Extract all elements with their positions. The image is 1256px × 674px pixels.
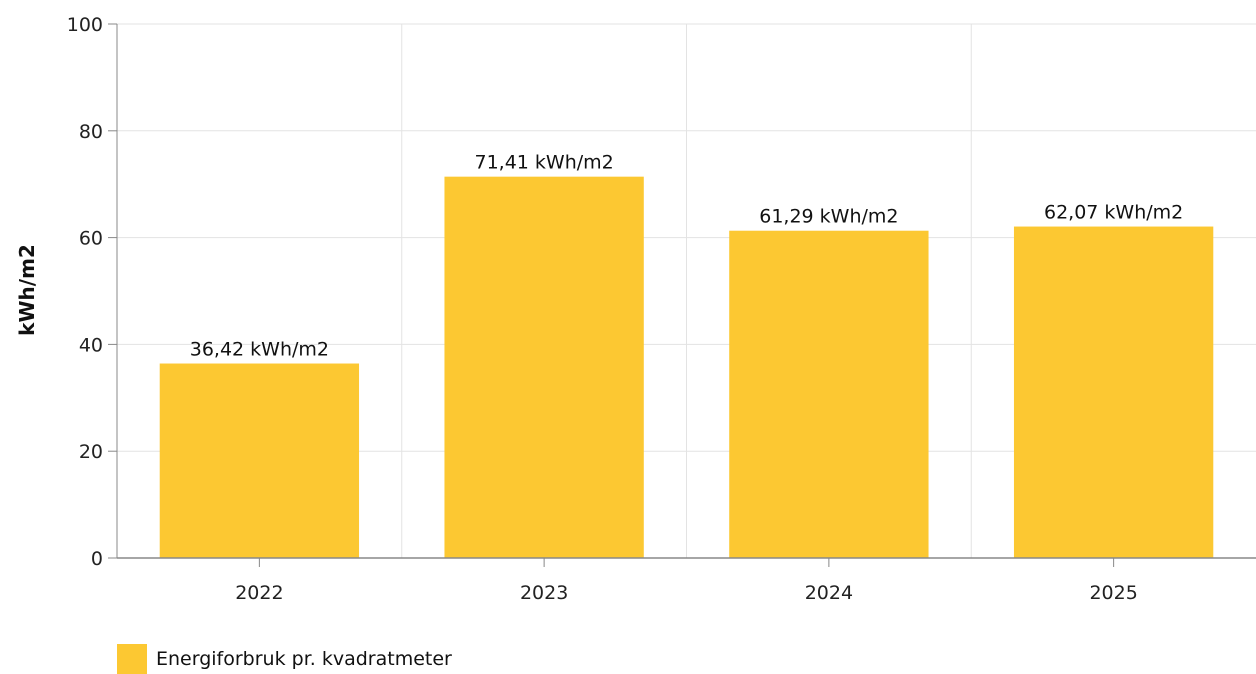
bar-2023[interactable] [444, 176, 644, 558]
bars [159, 176, 1214, 558]
y-tick-label: 40 [79, 334, 103, 356]
legend: Energiforbruk pr. kvadratmeter [117, 644, 452, 674]
data-label-2024: 61,29 kWh/m2 [759, 206, 898, 228]
data-label-2022: 36,42 kWh/m2 [190, 339, 329, 361]
axes [108, 23, 1256, 567]
data-label-2023: 71,41 kWh/m2 [474, 152, 613, 174]
legend-swatch [117, 644, 147, 674]
x-tick-label-2024: 2024 [805, 582, 853, 604]
y-tick-label: 80 [79, 121, 103, 143]
x-tick-label-2025: 2025 [1089, 582, 1137, 604]
y-tick-label: 100 [67, 14, 103, 36]
y-axis-title: kWh/m2 [15, 244, 39, 336]
bar-2024[interactable] [729, 230, 929, 558]
y-tick-label: 0 [91, 548, 103, 570]
y-tick-label: 20 [79, 441, 103, 463]
x-tick-label-2022: 2022 [235, 582, 283, 604]
y-tick-label: 60 [79, 228, 103, 250]
labels: 0 20 40 60 80 100 36,42 kWh/m2 2022 71,41 kWh/m2… [67, 14, 1184, 604]
bar-2022[interactable] [159, 363, 360, 558]
legend-label: Energiforbruk pr. kvadratmeter [156, 648, 452, 670]
x-tick-label-2023: 2023 [520, 582, 568, 604]
bar-2025[interactable] [1013, 226, 1214, 558]
data-label-2025: 62,07 kWh/m2 [1044, 202, 1183, 224]
